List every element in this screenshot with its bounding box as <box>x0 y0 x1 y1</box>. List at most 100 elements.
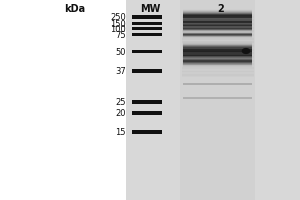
Bar <box>182 19 254 20</box>
Bar <box>183 16 252 18</box>
Bar <box>183 37 252 38</box>
Bar <box>182 31 254 32</box>
Bar <box>183 41 252 44</box>
Bar <box>182 14 254 15</box>
Bar <box>183 22 252 23</box>
Bar <box>182 27 254 28</box>
Bar <box>182 23 254 25</box>
Bar <box>183 25 252 26</box>
Bar <box>182 66 254 67</box>
Bar <box>183 19 252 21</box>
Bar <box>183 44 252 47</box>
Bar <box>183 33 252 34</box>
Bar <box>183 28 252 29</box>
Bar <box>183 21 252 23</box>
Bar <box>183 23 252 24</box>
Bar <box>183 36 252 37</box>
Bar <box>183 49 252 51</box>
Bar <box>182 28 254 29</box>
Bar <box>183 65 252 67</box>
Bar <box>182 75 254 76</box>
Bar <box>183 62 252 63</box>
Bar <box>183 53 252 54</box>
Bar <box>182 67 254 68</box>
Bar <box>183 20 252 22</box>
Bar <box>183 54 252 55</box>
Bar <box>183 25 252 26</box>
Bar <box>183 61 252 63</box>
Bar <box>183 18 252 19</box>
Bar <box>182 29 254 30</box>
Bar <box>182 41 254 43</box>
Bar <box>183 29 252 30</box>
Bar <box>183 15 252 17</box>
Bar <box>132 27 162 30</box>
Bar <box>183 24 252 26</box>
Bar <box>183 56 252 57</box>
Bar <box>183 25 252 27</box>
Bar <box>183 62 252 64</box>
Bar <box>183 42 252 44</box>
Bar <box>183 49 252 52</box>
Bar <box>183 52 252 54</box>
Bar <box>183 44 252 46</box>
Bar <box>183 28 252 29</box>
Bar <box>182 47 254 48</box>
Bar <box>183 56 252 57</box>
Bar <box>183 58 252 60</box>
Bar <box>183 22 252 23</box>
Bar <box>183 15 252 17</box>
Bar <box>183 14 252 16</box>
Bar <box>183 31 252 32</box>
Bar <box>183 57 252 58</box>
Bar <box>183 26 252 27</box>
Bar <box>182 42 254 43</box>
Bar <box>183 20 252 22</box>
Bar <box>183 59 252 60</box>
Bar <box>183 43 252 45</box>
Text: 20: 20 <box>116 109 126 118</box>
Bar <box>182 71 254 72</box>
Bar <box>183 27 252 28</box>
Bar <box>182 21 254 22</box>
Bar <box>183 61 252 62</box>
Bar <box>183 57 252 58</box>
Bar <box>182 55 254 56</box>
Bar <box>182 57 254 58</box>
Bar <box>183 20 252 22</box>
Bar <box>183 47 252 49</box>
Bar <box>183 34 252 35</box>
Bar <box>182 69 254 70</box>
Bar <box>183 55 252 57</box>
Bar <box>183 25 252 26</box>
Bar <box>183 17 252 18</box>
Bar <box>183 58 252 59</box>
Bar <box>183 57 252 59</box>
Bar <box>183 21 252 23</box>
Bar <box>183 27 252 28</box>
Bar <box>182 49 254 50</box>
Bar <box>183 18 252 19</box>
Bar <box>182 35 254 36</box>
Bar <box>183 32 252 33</box>
Bar <box>183 64 252 66</box>
Bar <box>183 9 252 11</box>
Bar <box>183 26 252 27</box>
Bar <box>183 60 252 62</box>
Bar <box>183 23 252 25</box>
Bar <box>183 36 252 37</box>
Bar <box>183 59 252 61</box>
Bar <box>183 27 252 28</box>
Bar <box>183 60 252 62</box>
Bar <box>183 26 252 27</box>
Bar <box>183 65 252 67</box>
Bar <box>182 39 254 40</box>
Bar <box>183 61 252 63</box>
Bar <box>183 25 252 26</box>
Bar <box>182 15 254 16</box>
Bar <box>132 100 162 104</box>
Bar <box>183 22 252 24</box>
Bar <box>183 23 252 25</box>
Bar <box>183 51 252 52</box>
Bar <box>183 34 252 35</box>
